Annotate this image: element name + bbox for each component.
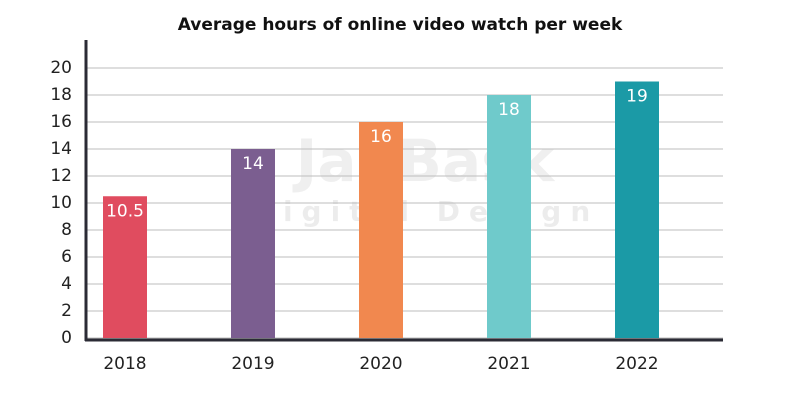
bar — [615, 81, 659, 338]
bar — [231, 149, 275, 338]
bars: 10.5 14 16 18 19 — [103, 81, 659, 338]
bar — [359, 122, 403, 338]
watermark: Digital Design — [251, 195, 600, 228]
x-tick-label: 2018 — [103, 354, 146, 374]
x-tick-label: 2022 — [615, 354, 658, 374]
bar — [103, 196, 147, 338]
value-label: 14 — [242, 154, 264, 174]
chart-title: Average hours of online video watch per … — [178, 15, 623, 35]
x-tick-label: 2021 — [487, 354, 530, 374]
y-tick-label: 14 — [50, 139, 72, 159]
y-tick-label: 18 — [50, 85, 72, 105]
x-tick-label: 2020 — [359, 354, 402, 374]
x-tick-label: 2019 — [231, 354, 274, 374]
y-tick-label: 10 — [50, 193, 72, 213]
y-tick-label: 2 — [61, 301, 72, 321]
value-label: 16 — [370, 127, 392, 147]
y-tick-label: 12 — [50, 166, 72, 186]
bar — [487, 95, 531, 338]
value-label: 19 — [626, 87, 648, 107]
value-label: 10.5 — [106, 201, 144, 221]
y-tick-label: 0 — [61, 328, 72, 348]
y-tick-label: 16 — [50, 112, 72, 132]
value-label: 18 — [498, 100, 520, 120]
y-tick-label: 6 — [61, 247, 72, 267]
y-tick-label: 8 — [61, 220, 72, 240]
y-tick-label: 20 — [50, 58, 72, 78]
y-tick-label: 4 — [61, 274, 72, 294]
